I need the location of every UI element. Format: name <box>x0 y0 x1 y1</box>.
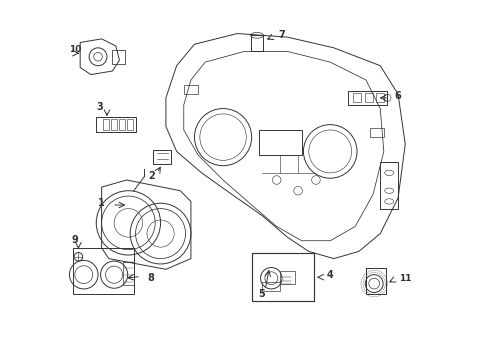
Bar <box>153 150 171 164</box>
Bar <box>364 93 372 103</box>
Bar <box>103 119 109 130</box>
Bar <box>347 91 386 105</box>
Text: 6: 6 <box>394 91 401 101</box>
Bar <box>365 267 385 294</box>
Text: 1: 1 <box>98 198 105 208</box>
Bar <box>183 85 198 94</box>
Text: 5: 5 <box>258 289 264 299</box>
Text: 8: 8 <box>147 273 154 283</box>
Text: 11: 11 <box>398 274 410 283</box>
Bar <box>376 93 384 103</box>
Bar <box>123 262 134 285</box>
Bar <box>250 35 263 51</box>
Text: 10: 10 <box>69 45 81 54</box>
Bar <box>127 119 132 130</box>
Text: 2: 2 <box>148 171 155 181</box>
Bar <box>280 271 294 284</box>
Bar <box>96 117 135 132</box>
Text: 9: 9 <box>71 235 78 245</box>
Bar <box>251 253 313 301</box>
Bar <box>369 128 383 137</box>
Bar <box>353 93 361 103</box>
Text: 7: 7 <box>278 30 285 40</box>
Bar <box>119 119 124 130</box>
Bar <box>111 119 117 130</box>
Bar <box>73 248 134 294</box>
Bar <box>258 130 301 155</box>
Text: 4: 4 <box>326 270 333 280</box>
Bar <box>262 282 280 291</box>
Text: 3: 3 <box>96 102 103 112</box>
Bar <box>112 50 124 64</box>
